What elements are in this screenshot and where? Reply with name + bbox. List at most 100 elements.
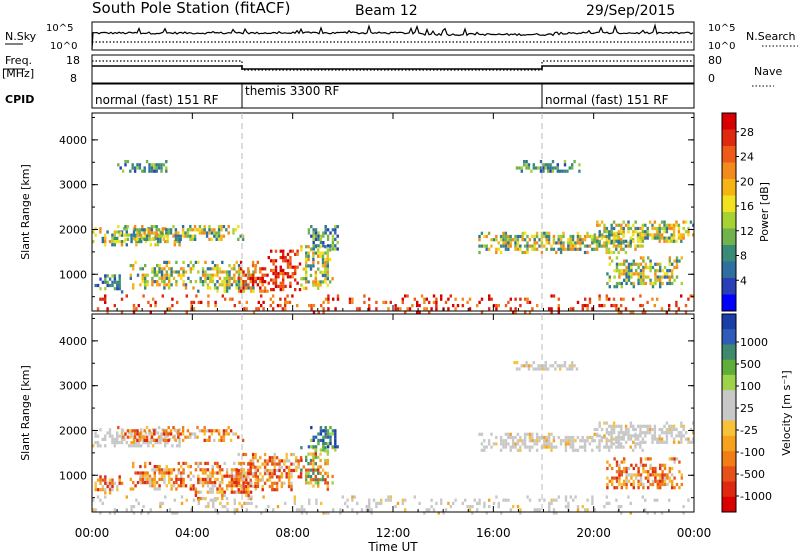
heatmap-cell [111, 478, 114, 482]
heatmap-cell [227, 432, 230, 436]
heatmap-cell [189, 267, 192, 271]
heatmap-cell [130, 434, 133, 438]
heatmap-cell [233, 498, 236, 502]
heatmap-cell [225, 429, 228, 433]
heatmap-cell [639, 431, 642, 435]
heatmap-cell [101, 478, 105, 482]
heatmap-cell [165, 471, 168, 475]
colorbar-band [722, 146, 736, 163]
heatmap-cell [218, 267, 222, 271]
heatmap-cell [425, 307, 428, 311]
heatmap-cell [627, 272, 631, 276]
heatmap-cell [615, 285, 619, 289]
heatmap-cell [668, 226, 671, 231]
heatmap-cell [495, 304, 498, 308]
heatmap-cell [230, 468, 234, 472]
heatmap-cell [216, 270, 219, 274]
heatmap-cell [651, 437, 654, 441]
heatmap-cell [289, 265, 292, 269]
heatmap-cell [647, 256, 650, 260]
heatmap-cell [104, 437, 107, 441]
heatmap-cell [261, 273, 264, 277]
heatmap-cell [228, 481, 231, 485]
heatmap-cell [125, 294, 128, 298]
heatmap-cell [305, 511, 308, 515]
heatmap-cell [440, 294, 443, 298]
heatmap-cell [168, 273, 171, 277]
heatmap-cell [670, 223, 673, 227]
heatmap-cell [307, 251, 310, 255]
heatmap-cell [566, 169, 569, 173]
heatmap-cell [406, 294, 409, 298]
heatmap-cell [132, 286, 135, 290]
heatmap-cell [514, 442, 517, 446]
power-ylabel: Slant Range [km] [19, 164, 32, 260]
heatmap-cell [665, 236, 669, 240]
heatmap-cell [116, 484, 119, 489]
heatmap-cell [663, 479, 667, 483]
heatmap-cell [416, 304, 419, 308]
heatmap-cell [244, 452, 248, 457]
colorbar-band [722, 261, 736, 279]
heatmap-cell [523, 231, 527, 235]
heatmap-cell [521, 442, 524, 446]
heatmap-cell [509, 244, 512, 248]
heatmap-cell [111, 233, 114, 237]
heatmap-cell [671, 486, 674, 490]
heatmap-cell [612, 304, 616, 308]
heatmap-cell [326, 445, 330, 449]
heatmap-cell [608, 285, 611, 289]
heatmap-cell [654, 278, 657, 282]
heatmap-cell [314, 280, 317, 284]
heatmap-cell [637, 466, 640, 471]
heatmap-cell [607, 439, 611, 443]
heatmap-cell [203, 438, 206, 442]
heatmap-cell [247, 481, 250, 485]
heatmap-cell [618, 262, 621, 266]
heatmap-cell [523, 435, 527, 440]
colorbar-tick-label: -1000 [740, 490, 772, 503]
heatmap-cell [104, 297, 107, 301]
heatmap-cell [255, 505, 258, 509]
heatmap-cell [319, 251, 322, 255]
heatmap-cell [312, 237, 315, 241]
heatmap-cell [276, 304, 280, 308]
heatmap-cell [233, 474, 236, 478]
nsearch-tick-high: 10^5 [708, 23, 735, 34]
heatmap-cell [144, 471, 147, 475]
heatmap-cell [121, 435, 125, 439]
heatmap-cell [608, 256, 611, 260]
heatmap-cell [192, 300, 196, 304]
heatmap-cell [319, 280, 322, 284]
heatmap-cell [636, 233, 640, 237]
heatmap-cell [504, 304, 508, 308]
heatmap-cell [268, 468, 272, 473]
heatmap-cell [254, 267, 257, 271]
heatmap-cell [284, 304, 287, 308]
heatmap-cell [567, 442, 570, 446]
heatmap-cell [151, 267, 154, 271]
heatmap-cell [527, 163, 531, 167]
heatmap-cell [168, 471, 171, 475]
heatmap-cell [593, 508, 596, 512]
heatmap-cell [143, 429, 146, 433]
heatmap-cell [132, 461, 135, 465]
heatmap-cell [636, 434, 640, 438]
heatmap-cell [144, 474, 147, 478]
heatmap-cell [653, 233, 657, 237]
heatmap-cell [182, 481, 185, 485]
heatmap-cell [528, 300, 532, 304]
heatmap-cell [209, 490, 212, 494]
heatmap-cell [164, 434, 167, 438]
heatmap-cell [174, 231, 178, 235]
heatmap-cell [206, 490, 210, 494]
heatmap-cell [618, 482, 621, 487]
heatmap-cell [625, 486, 628, 490]
heatmap-cell [289, 256, 292, 260]
heatmap-cell [641, 233, 645, 237]
heatmap-cell [113, 274, 117, 278]
heatmap-cell [157, 166, 161, 170]
heatmap-cell [627, 278, 631, 282]
heatmap-cell [302, 277, 305, 281]
heatmap-cell [370, 511, 373, 515]
